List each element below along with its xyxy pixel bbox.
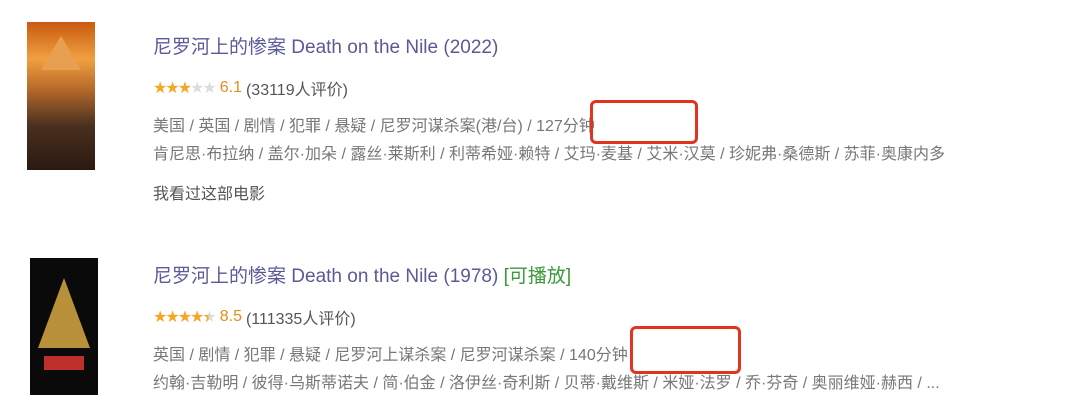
pyramid-graphic (38, 278, 90, 348)
movie-cast: 肯尼思·布拉纳 / 盖尔·加朵 / 露丝·莱斯利 / 利蒂希娅·赖特 / 艾玛·… (153, 146, 945, 163)
highlight-box (630, 326, 741, 374)
pyramid-graphic (41, 36, 81, 70)
rating-votes: (111335人评价) (245, 311, 356, 328)
poster-logo (44, 356, 84, 370)
movie-meta: 美国 / 英国 / 剧情 / 犯罪 / 悬疑 / 尼罗河谋杀案(港/台) / 1… (153, 118, 595, 135)
movie-title[interactable]: 尼罗河上的惨案 Death on the Nile (1978) (153, 266, 499, 287)
rating-score: 6.1 (219, 79, 242, 96)
watched-status: 我看过这部电影 (153, 186, 266, 203)
star-rating-icon: ★★★★★ (153, 309, 217, 326)
rating-votes: (33119人评价) (245, 82, 348, 99)
rating-row: ★★★★★ 8.5 (111335人评价) (153, 305, 356, 329)
highlight-box (590, 100, 698, 144)
playable-badge[interactable]: [可播放] (503, 266, 572, 287)
rating-score: 8.5 (219, 308, 242, 325)
rating-row: ★★★★★ 6.1 (33119人评价) (153, 76, 348, 100)
movie-title-link[interactable]: 尼罗河上的惨案 Death on the Nile (2022) (153, 37, 499, 58)
star-rating-icon: ★★★★★ (153, 80, 217, 97)
movie-meta: 英国 / 剧情 / 犯罪 / 悬疑 / 尼罗河上谋杀案 / 尼罗河谋杀案 / 1… (153, 347, 628, 364)
movie-title-link[interactable]: 尼罗河上的惨案 Death on the Nile (1978) [可播放] (153, 261, 571, 288)
movie-poster[interactable] (30, 258, 98, 395)
movie-cast: 约翰·吉勒明 / 彼得·乌斯蒂诺夫 / 简·伯金 / 洛伊丝·奇利斯 / 贝蒂·… (153, 375, 940, 392)
movie-poster[interactable] (27, 22, 95, 170)
